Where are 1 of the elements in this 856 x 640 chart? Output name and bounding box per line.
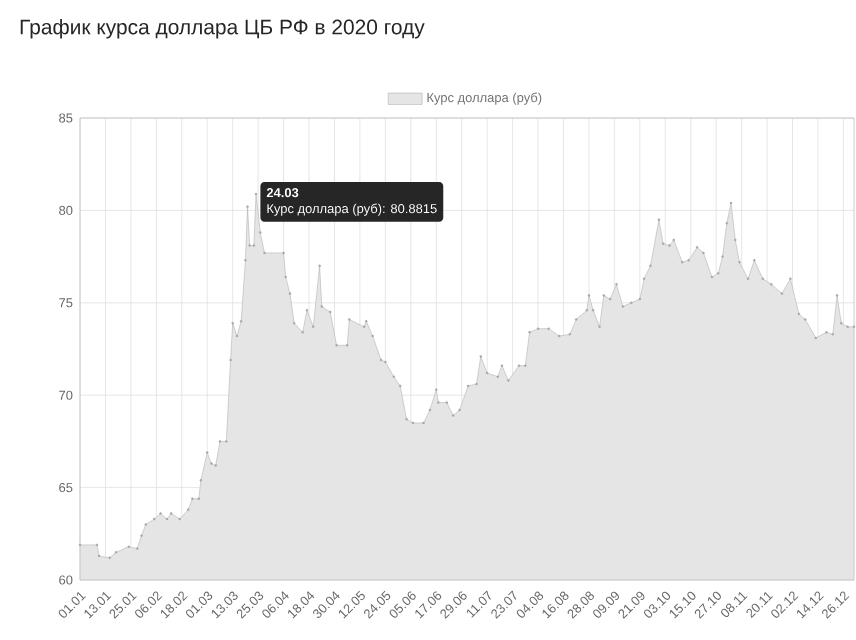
chart-title: График курса доллара ЦБ РФ в 2020 году [20,19,425,39]
